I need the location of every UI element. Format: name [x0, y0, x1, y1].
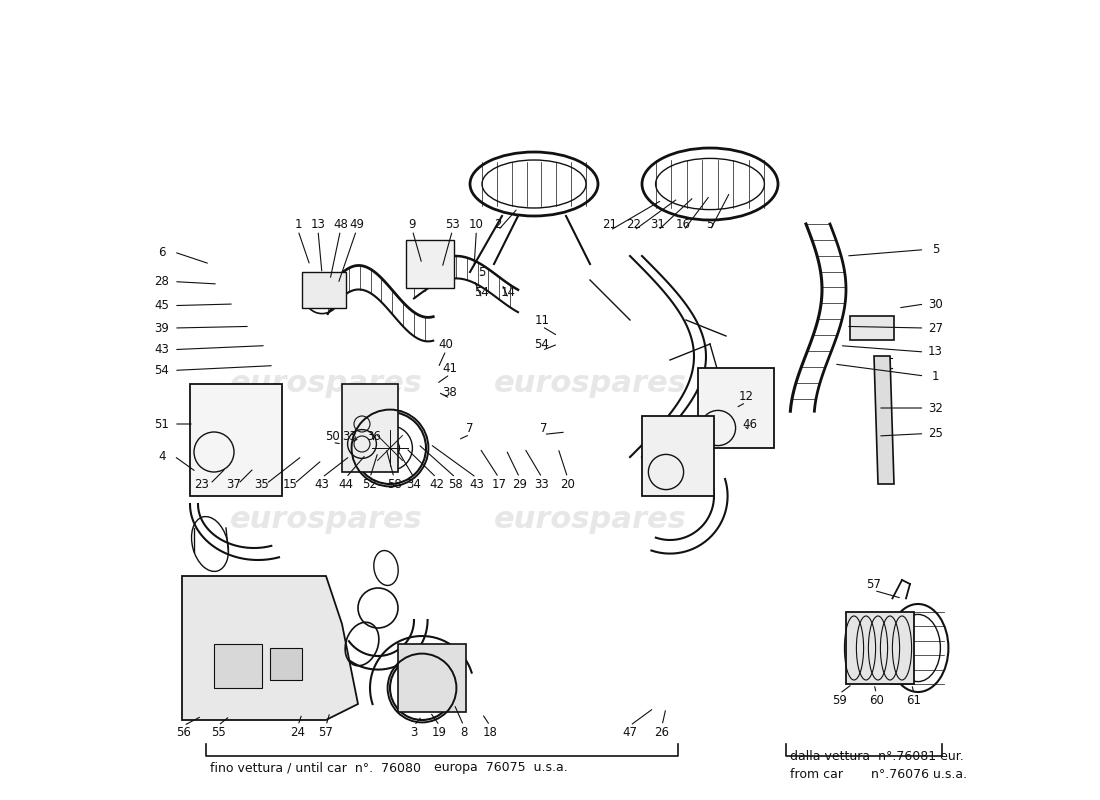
Bar	[850, 316, 894, 340]
Bar	[406, 240, 454, 288]
Text: 61: 61	[906, 694, 922, 706]
Text: 7: 7	[466, 422, 474, 434]
Text: 8: 8	[460, 726, 467, 738]
Bar	[302, 272, 346, 308]
Text: 14: 14	[500, 286, 516, 298]
Text: 29: 29	[513, 478, 527, 490]
Text: 50: 50	[324, 430, 340, 442]
Text: 19: 19	[432, 726, 447, 738]
Text: 39: 39	[155, 322, 169, 334]
Text: 45: 45	[155, 299, 169, 312]
Text: 18: 18	[483, 726, 497, 738]
Text: 46: 46	[742, 418, 758, 430]
Text: 53: 53	[446, 218, 460, 230]
Text: 41: 41	[442, 362, 458, 374]
Bar	[342, 384, 398, 472]
Text: 24: 24	[290, 726, 306, 738]
Text: 43: 43	[155, 343, 169, 356]
Text: eurospares: eurospares	[494, 370, 686, 398]
Text: 51: 51	[155, 418, 169, 430]
Text: 28: 28	[155, 275, 169, 288]
Text: 48: 48	[333, 218, 348, 230]
Text: 27: 27	[928, 322, 943, 334]
Text: 56: 56	[176, 726, 191, 738]
Text: 5: 5	[706, 218, 714, 230]
Text: europa  76075  u.s.a.: europa 76075 u.s.a.	[434, 762, 568, 774]
Text: 12: 12	[738, 390, 754, 402]
Text: 6: 6	[158, 246, 166, 258]
Text: 9: 9	[409, 218, 416, 230]
Text: from car       n°.76076 u.s.a.: from car n°.76076 u.s.a.	[790, 768, 967, 781]
Text: 54: 54	[474, 286, 490, 298]
Text: 38: 38	[442, 386, 458, 398]
Text: 16: 16	[676, 218, 691, 230]
Bar	[214, 644, 262, 688]
Text: eurospares: eurospares	[230, 370, 422, 398]
Text: 57: 57	[867, 578, 881, 590]
Text: 59: 59	[833, 694, 847, 706]
Text: eurospares: eurospares	[230, 506, 422, 534]
Text: 54: 54	[535, 338, 549, 350]
Text: 4: 4	[158, 450, 166, 462]
Text: 33: 33	[342, 430, 358, 442]
Text: 13: 13	[310, 218, 326, 230]
Text: 7: 7	[540, 422, 548, 434]
Bar	[698, 368, 774, 448]
Text: 36: 36	[366, 430, 382, 442]
Text: 55: 55	[210, 726, 225, 738]
Text: 57: 57	[319, 726, 333, 738]
Text: 35: 35	[254, 478, 270, 490]
Text: 15: 15	[283, 478, 297, 490]
Text: 1: 1	[932, 370, 939, 382]
Text: 2: 2	[494, 218, 502, 230]
Text: 49: 49	[349, 218, 364, 230]
Text: 26: 26	[654, 726, 670, 738]
Text: 23: 23	[195, 478, 209, 490]
Polygon shape	[182, 576, 358, 720]
Text: eurospares: eurospares	[494, 506, 686, 534]
Text: 42: 42	[429, 478, 444, 490]
Text: 34: 34	[407, 478, 421, 490]
Text: 5: 5	[932, 243, 939, 256]
Text: 13: 13	[928, 346, 943, 358]
Bar	[398, 644, 466, 712]
Text: 40: 40	[439, 338, 453, 350]
Text: 21: 21	[603, 218, 617, 230]
Text: 30: 30	[928, 298, 943, 310]
Text: fino vettura / until car  n°.  76080: fino vettura / until car n°. 76080	[210, 762, 421, 774]
Bar	[190, 384, 282, 496]
Polygon shape	[874, 356, 894, 484]
Text: 22: 22	[627, 218, 641, 230]
Text: 47: 47	[623, 726, 638, 738]
Text: dalla vettura  n°.76081 eur.: dalla vettura n°.76081 eur.	[790, 750, 964, 762]
Text: 54: 54	[155, 364, 169, 377]
Text: 58: 58	[448, 478, 463, 490]
Text: 20: 20	[560, 478, 575, 490]
Text: 25: 25	[928, 427, 943, 440]
Text: 43: 43	[469, 478, 484, 490]
Text: 1: 1	[295, 218, 301, 230]
Text: 37: 37	[227, 478, 241, 490]
Text: 52: 52	[363, 478, 377, 490]
Text: 17: 17	[492, 478, 506, 490]
Text: 60: 60	[869, 694, 883, 706]
Text: 11: 11	[535, 314, 550, 326]
Text: 10: 10	[469, 218, 484, 230]
Text: 3: 3	[410, 726, 418, 738]
Bar	[642, 416, 714, 496]
Text: 32: 32	[928, 402, 943, 414]
Bar	[846, 612, 914, 684]
Text: 31: 31	[650, 218, 666, 230]
Text: 44: 44	[339, 478, 353, 490]
Text: 43: 43	[315, 478, 329, 490]
Text: 58: 58	[386, 478, 402, 490]
Bar	[270, 648, 302, 680]
Text: 33: 33	[535, 478, 549, 490]
Text: 5: 5	[478, 266, 486, 278]
